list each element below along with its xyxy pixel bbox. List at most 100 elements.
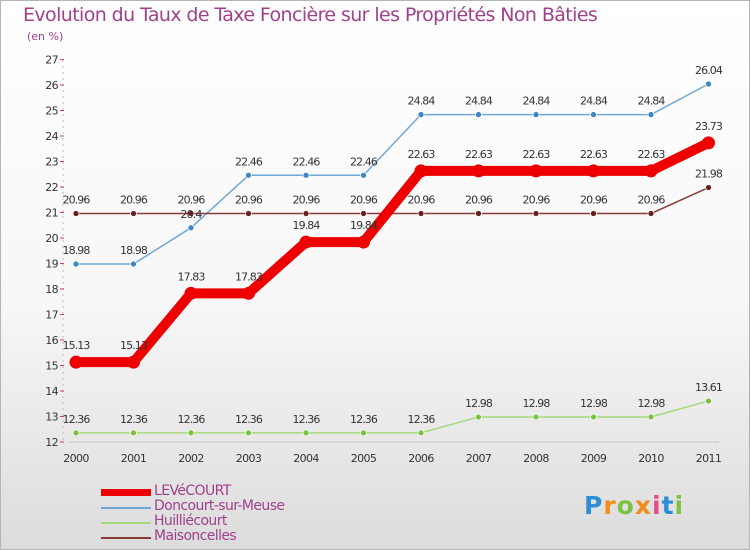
data-point-doncourt-sur-meuse <box>532 111 540 118</box>
data-point-huilliecourt <box>245 429 252 437</box>
x-tick-label: 2008 <box>523 452 549 465</box>
data-point-maisoncelles <box>590 210 597 217</box>
data-point-doncourt-sur-meuse <box>360 171 367 179</box>
y-tick-label: 18 <box>45 283 58 296</box>
x-tick-label: 2002 <box>178 452 204 465</box>
legend-item-maisoncelles: Maisoncelles <box>101 528 361 545</box>
y-tick-label: 14 <box>45 385 58 398</box>
data-label-levecourt: 15.13 <box>63 339 91 352</box>
data-label-levecourt: 19.84 <box>350 219 378 232</box>
data-point-doncourt-sur-meuse <box>475 111 482 118</box>
data-label-doncourt-sur-meuse: 26.04 <box>695 64 723 77</box>
data-point-levecourt <box>299 235 313 249</box>
x-tick-label: 2007 <box>466 452 492 465</box>
legend-label-levecourt: LEVéCOURT <box>154 483 231 499</box>
data-label-levecourt: 23.73 <box>695 120 723 133</box>
data-label-doncourt-sur-meuse: 24.84 <box>465 95 493 108</box>
x-tick-label: 2001 <box>121 452 147 465</box>
data-label-maisoncelles: 20.96 <box>523 194 551 207</box>
data-label-huilliecourt: 12.36 <box>178 413 206 426</box>
data-label-levecourt: 15.13 <box>120 339 148 352</box>
data-point-doncourt-sur-meuse <box>302 171 310 179</box>
logo-letter: i <box>652 491 662 520</box>
legend: LEVéCOURT Doncourt-sur-Meuse Huilliécour… <box>101 483 361 545</box>
y-tick-label: 13 <box>45 411 58 424</box>
data-point-maisoncelles <box>417 210 425 217</box>
logo-letter: x <box>634 491 652 520</box>
series-line-doncourt-sur-meuse <box>75 83 710 265</box>
data-point-maisoncelles <box>532 210 540 217</box>
data-point-levecourt <box>414 164 428 178</box>
data-label-levecourt: 22.63 <box>580 148 608 161</box>
data-label-doncourt-sur-meuse: 24.84 <box>638 95 666 108</box>
data-label-doncourt-sur-meuse: 18.98 <box>63 244 91 257</box>
logo-letter: t <box>661 491 675 520</box>
data-label-doncourt-sur-meuse: 24.84 <box>408 95 436 108</box>
data-label-huilliecourt: 12.98 <box>638 397 666 410</box>
y-tick-label: 21 <box>45 207 58 220</box>
data-point-doncourt-sur-meuse <box>705 80 712 88</box>
axes: 12 13 14 15 16 17 18 19 20 21 22 23 24 25 26 27 2000 2001… <box>45 54 722 466</box>
data-point-levecourt <box>702 136 715 150</box>
y-tick-label: 12 <box>45 436 58 449</box>
data-point-huilliecourt <box>417 429 425 437</box>
data-label-doncourt-sur-meuse: 24.84 <box>523 95 551 108</box>
data-label-huilliecourt: 12.36 <box>235 413 263 426</box>
legend-swatch-levecourt <box>101 489 151 496</box>
data-label-huilliecourt: 13.61 <box>695 381 722 394</box>
x-tick-label: 2004 <box>293 452 319 465</box>
data-point-maisoncelles <box>187 210 195 217</box>
proxiti-logo: Proxiti <box>584 491 684 520</box>
data-point-maisoncelles <box>72 210 80 217</box>
data-label-maisoncelles: 20.96 <box>350 194 378 207</box>
data-point-huilliecourt <box>590 413 597 421</box>
data-point-levecourt <box>529 164 543 178</box>
data-label-levecourt: 22.63 <box>638 148 666 161</box>
data-point-huilliecourt <box>130 429 137 437</box>
data-point-huilliecourt <box>647 413 655 421</box>
legend-item-doncourt: Doncourt-sur-Meuse <box>101 498 361 515</box>
y-tick-label: 23 <box>45 156 58 169</box>
legend-swatch-huilliecourt <box>101 522 151 524</box>
logo-letter: i <box>674 491 685 520</box>
data-label-huilliecourt: 12.98 <box>465 397 493 410</box>
x-tick-label: 2006 <box>408 452 434 465</box>
data-label-huilliecourt: 12.36 <box>408 413 436 426</box>
x-tick-label: 2009 <box>581 452 607 465</box>
data-point-levecourt <box>242 286 255 300</box>
data-label-maisoncelles: 20.96 <box>120 194 148 207</box>
legend-label-maisoncelles: Maisoncelles <box>154 528 237 544</box>
data-label-doncourt-sur-meuse: 22.46 <box>350 155 378 168</box>
x-tick-label: 2000 <box>63 452 89 465</box>
data-label-huilliecourt: 12.98 <box>580 397 608 410</box>
data-label-maisoncelles: 20.96 <box>580 194 608 207</box>
data-point-huilliecourt <box>705 397 712 405</box>
series-line-huilliecourt <box>75 400 710 434</box>
data-label-levecourt: 19.84 <box>293 219 321 232</box>
data-point-maisoncelles <box>475 210 482 217</box>
data-label-levecourt: 22.63 <box>465 148 493 161</box>
x-tick-label: 2011 <box>696 452 722 465</box>
data-point-huilliecourt <box>360 429 367 437</box>
data-point-maisoncelles <box>360 210 367 217</box>
data-point-doncourt-sur-meuse <box>72 260 80 268</box>
data-label-doncourt-sur-meuse: 24.84 <box>580 95 608 108</box>
data-label-doncourt-sur-meuse: 20.4 <box>181 208 203 221</box>
series-lines <box>69 80 715 437</box>
data-labels: 18.98 18.98 20.4 22.46 22.46 22.46 24.84 24.84 2… <box>63 64 724 426</box>
data-point-huilliecourt <box>302 429 310 437</box>
data-point-doncourt-sur-meuse <box>245 171 252 179</box>
data-label-doncourt-sur-meuse: 22.46 <box>293 155 321 168</box>
data-point-levecourt <box>644 164 658 178</box>
chart-subtitle: (en %) <box>27 30 64 43</box>
data-point-levecourt <box>472 164 485 178</box>
data-label-doncourt-sur-meuse: 18.98 <box>120 244 148 257</box>
x-tick-label: 2010 <box>638 452 664 465</box>
data-point-doncourt-sur-meuse <box>187 224 195 232</box>
y-tick-label: 22 <box>45 181 58 194</box>
data-label-levecourt: 17.83 <box>178 270 206 283</box>
y-tick-label: 25 <box>45 105 58 118</box>
data-point-levecourt <box>184 286 198 300</box>
y-tick-label: 16 <box>45 334 58 347</box>
